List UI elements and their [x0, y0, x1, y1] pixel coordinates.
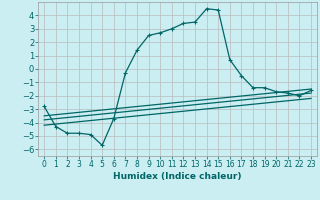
- X-axis label: Humidex (Indice chaleur): Humidex (Indice chaleur): [113, 172, 242, 181]
